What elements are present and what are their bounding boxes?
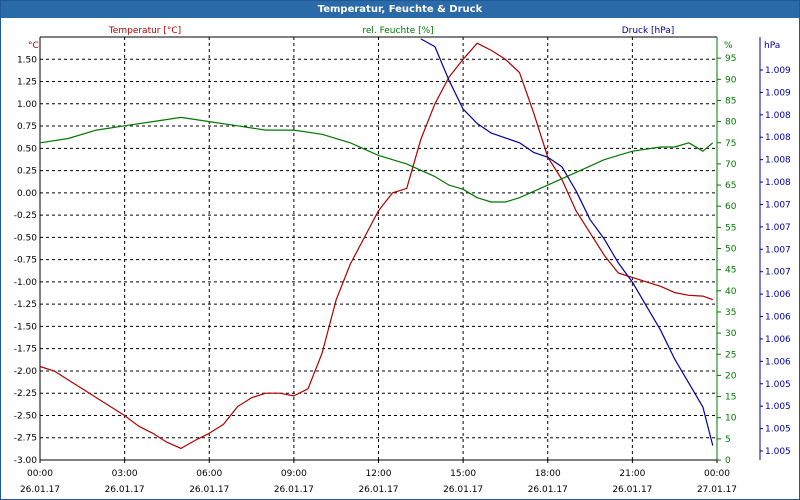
- pressure-tick-label: 1.006: [765, 335, 791, 345]
- pressure-tick-label: 1.005: [765, 402, 791, 412]
- humidity-tick-label: 95: [725, 54, 736, 64]
- temperature-tick-label: -0.50: [14, 233, 38, 243]
- time-tick-label: 06:00: [196, 469, 222, 479]
- temperature-tick-label: -0.25: [14, 211, 37, 221]
- date-tick-label: 26.01.17: [20, 485, 60, 495]
- humidity-tick-label: 15: [725, 393, 736, 403]
- window-title: Temperatur, Feuchte & Druck: [1, 1, 799, 18]
- humidity-tick-label: 5: [725, 435, 731, 445]
- pressure-tick-label: 1.006: [765, 290, 791, 300]
- temperature-tick-label: 1.25: [17, 78, 37, 88]
- temperature-tick-label: 0.25: [17, 167, 37, 177]
- time-axis: 00:00 26.01.17 03:00 26.01.17 06:00 26.01.17 0…: [20, 460, 737, 495]
- humidity-tick-label: 35: [725, 308, 736, 318]
- temperature-tick-label: -2.50: [14, 411, 38, 421]
- temperature-unit-label: °C: [28, 41, 39, 51]
- date-tick-label: 26.01.17: [105, 485, 145, 495]
- humidity-legend: rel. Feuchte [%]: [362, 26, 433, 36]
- temperature-tick-label: -1.75: [14, 345, 37, 355]
- temperature-tick-label: -1.50: [14, 322, 38, 332]
- temperature-tick-label: -1.25: [14, 300, 37, 310]
- temperature-tick-label: 0.00: [17, 189, 37, 199]
- time-tick-label: 21:00: [619, 469, 645, 479]
- temperature-legend: Temperatur [°C]: [108, 26, 181, 36]
- pressure-tick-label: 1.009: [765, 88, 791, 98]
- temperature-tick-label: 1.00: [17, 100, 37, 110]
- humidity-tick-label: 10: [725, 414, 737, 424]
- time-tick-label: 03:00: [112, 469, 138, 479]
- pressure-series-line: [420, 38, 714, 446]
- time-tick-label: 12:00: [366, 469, 392, 479]
- pressure-tick-label: 1.007: [765, 223, 791, 233]
- date-tick-label: 26.01.17: [189, 485, 229, 495]
- humidity-tick-label: 0: [725, 456, 731, 466]
- date-tick-label: 26.01.17: [274, 485, 314, 495]
- time-tick-label: 18:00: [535, 469, 561, 479]
- pressure-tick-label: 1.008: [765, 133, 791, 143]
- pressure-tick-label: 1.006: [765, 313, 791, 323]
- pressure-unit-label: hPa: [764, 41, 780, 51]
- pressure-tick-label: 1.007: [765, 245, 791, 255]
- humidity-tick-label: 65: [725, 181, 736, 191]
- humidity-series-line: [39, 116, 714, 203]
- humidity-tick-label: 20: [725, 371, 737, 381]
- humidity-tick-label: 55: [725, 223, 736, 233]
- humidity-tick-label: 60: [725, 202, 737, 212]
- time-tick-label: 00:00: [704, 469, 730, 479]
- pressure-legend: Druck [hPa]: [622, 26, 675, 36]
- humidity-unit-label: %: [724, 41, 733, 51]
- temperature-series-line: [39, 42, 714, 449]
- grid-lines: [39, 36, 718, 461]
- temperature-tick-label: -2.75: [14, 434, 37, 444]
- pressure-tick-label: 1.008: [765, 156, 791, 166]
- temperature-tick-label: -3.00: [14, 456, 38, 466]
- pressure-tick-label: 1.007: [765, 200, 791, 210]
- time-tick-label: 00:00: [27, 469, 53, 479]
- temperature-tick-label: -0.75: [14, 256, 37, 266]
- temperature-tick-label: -2.00: [14, 367, 38, 377]
- humidity-tick-label: 50: [725, 245, 737, 255]
- temperature-tick-label: 1.50: [17, 55, 37, 65]
- humidity-tick-label: 90: [725, 75, 737, 85]
- pressure-tick-label: 1.007: [765, 268, 791, 278]
- pressure-tick-label: 1.008: [765, 111, 791, 121]
- pressure-tick-label: 1.005: [765, 425, 791, 435]
- date-tick-label: 27.01.17: [697, 485, 737, 495]
- date-tick-label: 26.01.17: [612, 485, 652, 495]
- pressure-tick-label: 1.008: [765, 178, 791, 188]
- humidity-tick-label: 30: [725, 329, 737, 339]
- date-tick-label: 26.01.17: [358, 485, 398, 495]
- humidity-tick-label: 45: [725, 266, 736, 276]
- pressure-tick-label: 1.005: [765, 447, 791, 457]
- time-tick-label: 09:00: [281, 469, 307, 479]
- humidity-tick-label: 70: [725, 160, 737, 170]
- pressure-tick-label: 1.006: [765, 357, 791, 367]
- pressure-axis: 1.009 1.009 1.008 1.008 1.008 1.008 1.007 1.007…: [759, 37, 791, 460]
- date-tick-label: 26.01.17: [443, 485, 483, 495]
- time-tick-label: 15:00: [450, 469, 476, 479]
- humidity-tick-label: 80: [725, 118, 737, 128]
- temperature-tick-label: -1.00: [14, 278, 38, 288]
- temperature-tick-label: -2.25: [14, 389, 37, 399]
- humidity-tick-label: 25: [725, 350, 736, 360]
- humidity-tick-label: 85: [725, 96, 736, 106]
- temperature-axis: 1.50 1.25 1.00 0.75 0.50 0.25 0.00 -0.25 -0.50 -0…: [14, 55, 38, 466]
- pressure-tick-label: 1.009: [765, 66, 791, 76]
- humidity-tick-label: 75: [725, 139, 736, 149]
- temperature-tick-label: 0.50: [17, 144, 37, 154]
- date-tick-label: 26.01.17: [528, 485, 568, 495]
- temperature-tick-label: 0.75: [17, 122, 37, 132]
- series-layer: [39, 38, 714, 449]
- pressure-tick-label: 1.005: [765, 380, 791, 390]
- humidity-tick-label: 40: [725, 287, 737, 297]
